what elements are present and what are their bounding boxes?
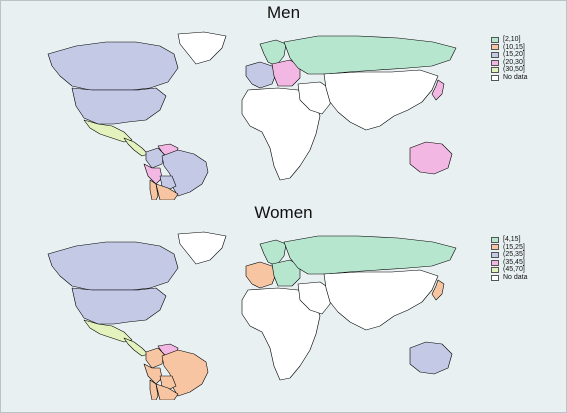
legend: [2,10] (10,15] (15,20] (20,30] (30,50] No dat… bbox=[491, 36, 528, 82]
legend-label: (15,20] bbox=[503, 51, 525, 59]
legend-label: [2,10] bbox=[503, 36, 521, 43]
legend-label: (25,35] bbox=[503, 251, 525, 259]
region-central-america bbox=[123, 137, 149, 157]
legend-label: (35,45] bbox=[503, 258, 525, 266]
region-eastern-europe bbox=[271, 259, 301, 287]
region-australia bbox=[409, 141, 453, 175]
legend-item: (10,15] bbox=[491, 44, 528, 52]
legend-item: No data bbox=[491, 274, 528, 282]
legend-item: (35,45] bbox=[491, 259, 528, 267]
legend-swatch bbox=[491, 244, 499, 251]
legend-label: No data bbox=[503, 73, 528, 81]
legend-swatch bbox=[491, 259, 499, 266]
region-russia bbox=[283, 35, 457, 75]
legend-label: (15,25] bbox=[503, 243, 525, 251]
legend-item: (25,35] bbox=[491, 251, 528, 259]
region-greenland bbox=[177, 231, 227, 265]
legend-swatch bbox=[491, 67, 499, 74]
region-japan bbox=[431, 79, 445, 101]
legend-label: (10,15] bbox=[503, 43, 525, 51]
legend-swatch bbox=[491, 74, 499, 81]
region-asia bbox=[323, 269, 439, 331]
region-greenland bbox=[177, 31, 227, 65]
legend-swatch bbox=[491, 59, 499, 66]
legend-swatch bbox=[491, 51, 499, 58]
legend-swatch bbox=[491, 274, 499, 281]
region-argentina bbox=[155, 183, 179, 200]
legend-item: (30,50] bbox=[491, 66, 528, 74]
legend-swatch bbox=[491, 267, 499, 274]
legend-swatch bbox=[491, 251, 499, 258]
world-map bbox=[47, 231, 457, 400]
legend-item: (45,70] bbox=[491, 266, 528, 274]
region-scandinavia bbox=[259, 39, 287, 67]
region-argentina bbox=[155, 383, 179, 400]
legend-label: (45,70] bbox=[503, 266, 525, 274]
map-panel-women: Women [4,15] (15,25] (25,35] (35,45] (45,70]… bbox=[0, 200, 567, 406]
region-colombia bbox=[145, 147, 165, 169]
legend-label: [4,15] bbox=[503, 236, 521, 243]
region-middle-east bbox=[297, 81, 333, 115]
region-australia bbox=[409, 341, 453, 375]
region-russia bbox=[283, 235, 457, 275]
legend-item: (15,20] bbox=[491, 51, 528, 59]
legend-label: No data bbox=[503, 273, 528, 281]
legend: [4,15] (15,25] (25,35] (35,45] (45,70] No dat… bbox=[491, 236, 528, 282]
legend-item: (15,25] bbox=[491, 244, 528, 252]
legend-swatch bbox=[491, 36, 499, 43]
legend-item: (20,30] bbox=[491, 59, 528, 67]
region-japan bbox=[431, 279, 445, 301]
world-map bbox=[47, 31, 457, 200]
region-usa bbox=[71, 287, 167, 325]
region-canada bbox=[47, 41, 179, 91]
region-asia bbox=[323, 69, 439, 131]
region-eastern-europe bbox=[271, 59, 301, 87]
region-scandinavia bbox=[259, 239, 287, 267]
legend-swatch bbox=[491, 236, 499, 243]
map-title: Women bbox=[254, 203, 313, 222]
legend-item: [2,10] bbox=[491, 36, 528, 44]
legend-label: (20,30] bbox=[503, 58, 525, 66]
region-western-europe bbox=[245, 61, 277, 89]
legend-swatch bbox=[491, 44, 499, 51]
region-canada bbox=[47, 241, 179, 291]
region-central-america bbox=[123, 337, 149, 357]
legend-label: (30,50] bbox=[503, 66, 525, 74]
region-middle-east bbox=[297, 281, 333, 315]
legend-item: [4,15] bbox=[491, 236, 528, 244]
region-colombia bbox=[145, 347, 165, 369]
region-usa bbox=[71, 87, 167, 125]
legend-item: No data bbox=[491, 74, 528, 82]
map-title: Men bbox=[266, 3, 301, 22]
map-panel-men: Men [2,10] (10,15] (15,20] (20,30] (30,50] No… bbox=[0, 0, 567, 206]
region-western-europe bbox=[245, 261, 277, 289]
